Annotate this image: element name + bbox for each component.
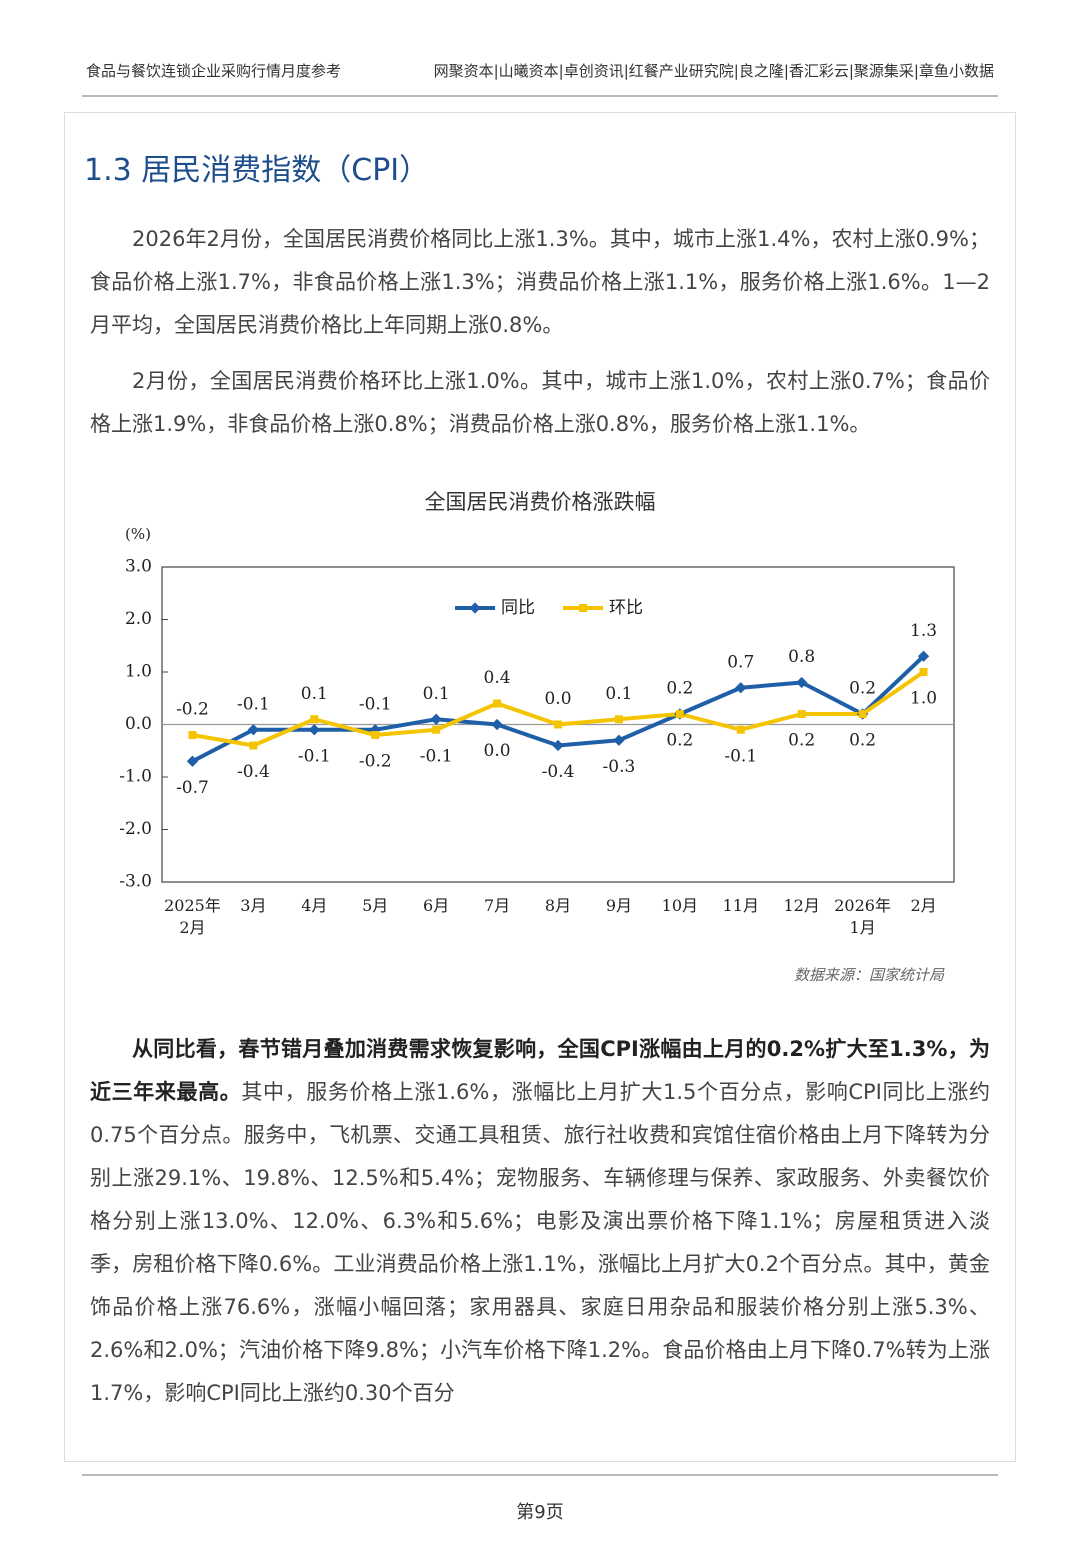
paragraph: 2月份，全国居民消费价格环比上涨1.0%。其中，城市上涨1.0%，农村上涨0.7… bbox=[90, 369, 990, 436]
point-marker bbox=[430, 713, 442, 725]
x-tick-label: 5月 bbox=[362, 896, 389, 915]
data-label: 0.2 bbox=[849, 731, 876, 751]
data-label: 1.3 bbox=[910, 621, 937, 641]
point-marker bbox=[858, 710, 867, 718]
y-tick-label: -3.0 bbox=[119, 872, 152, 892]
paragraph: 从同比看，春节错月叠加消费需求恢复影响，全国CPI涨幅由上月的0.2%扩大至1.… bbox=[90, 1028, 990, 1415]
data-label: 0.8 bbox=[788, 647, 815, 667]
section-title: 1.3 居民消费指数（CPI） bbox=[84, 153, 430, 188]
x-tick-label: 2026年 1月 bbox=[834, 896, 891, 937]
x-tick-label: 10月 bbox=[661, 896, 699, 915]
y-tick-label: 3.0 bbox=[125, 557, 152, 577]
point-marker bbox=[371, 731, 380, 739]
y-tick-label: 2.0 bbox=[125, 609, 152, 629]
x-tick-label: 7月 bbox=[483, 896, 511, 915]
point-marker bbox=[554, 720, 562, 729]
footer-rule bbox=[82, 1474, 998, 1476]
point-marker bbox=[432, 725, 441, 734]
data-label: 0.1 bbox=[423, 684, 450, 704]
data-label: 1.0 bbox=[910, 689, 937, 709]
y-tick-label: -2.0 bbox=[119, 819, 152, 839]
point-marker bbox=[188, 731, 197, 739]
chart-title: 全国居民消费价格涨跌幅 bbox=[425, 490, 656, 514]
y-axis-label: (%) bbox=[125, 525, 151, 543]
point-marker bbox=[736, 725, 745, 734]
data-label: 0.2 bbox=[849, 679, 876, 699]
data-label: -0.1 bbox=[724, 746, 757, 766]
data-label: -0.1 bbox=[359, 694, 392, 714]
y-tick-label: 0.0 bbox=[125, 714, 152, 734]
header-rule bbox=[82, 95, 998, 97]
x-tick-label: 4月 bbox=[301, 896, 328, 915]
point-marker bbox=[735, 682, 747, 694]
point-marker bbox=[310, 715, 319, 724]
point-marker bbox=[493, 699, 502, 708]
x-tick-label: 11月 bbox=[722, 896, 759, 915]
data-label: -0.1 bbox=[237, 694, 270, 714]
content-frame bbox=[64, 112, 1016, 1462]
point-marker bbox=[614, 715, 623, 724]
x-tick-label: 3月 bbox=[240, 896, 267, 915]
data-label: 0.0 bbox=[544, 689, 571, 709]
legend-label: 环比 bbox=[609, 598, 643, 618]
data-label: 0.4 bbox=[484, 668, 511, 688]
chart-container: 全国居民消费价格涨跌幅 (%) 3.0 2.0 1.0 0.0 -1.0 -2.0 -3.0… bbox=[0, 470, 1080, 1000]
data-label: 0.2 bbox=[666, 731, 693, 751]
legend-label: 同比 bbox=[501, 598, 535, 618]
point-marker bbox=[552, 739, 564, 752]
x-tick-label: 6月 bbox=[423, 896, 450, 915]
data-label: -0.7 bbox=[176, 778, 209, 798]
point-marker bbox=[186, 755, 199, 767]
point-marker bbox=[675, 710, 684, 718]
y-tick-label: 1.0 bbox=[125, 662, 152, 682]
data-label: -0.2 bbox=[359, 752, 392, 772]
x-tick-label: 8月 bbox=[544, 896, 572, 915]
point-marker bbox=[613, 734, 625, 746]
legend-marker bbox=[579, 604, 587, 612]
x-tick-label: 12月 bbox=[783, 896, 820, 915]
data-label: 0.2 bbox=[788, 731, 815, 751]
data-label: -0.3 bbox=[603, 757, 636, 777]
point-marker bbox=[308, 724, 320, 736]
data-label: 0.2 bbox=[666, 679, 693, 699]
point-marker bbox=[797, 710, 806, 718]
x-tick-label: 2025年 2月 bbox=[164, 896, 221, 937]
point-marker bbox=[917, 650, 930, 662]
data-label: -0.1 bbox=[298, 746, 331, 766]
data-label: 0.0 bbox=[484, 741, 511, 761]
source: 数据来源：国家统计局 bbox=[793, 966, 944, 984]
header-left: 食品与餐饮连锁企业采购行情月度参考 bbox=[86, 62, 342, 80]
data-label: 0.1 bbox=[301, 684, 328, 704]
paragraph-text: 其中，服务价格上涨1.6%，涨幅比上月扩大1.5个百分点，影响CPI同比上涨约0… bbox=[90, 1080, 991, 1405]
data-label: 0.7 bbox=[727, 652, 754, 672]
data-label: -0.4 bbox=[542, 762, 575, 782]
point-marker bbox=[491, 718, 503, 731]
header-right: 网聚资本|山曦资本|卓创资讯|红餐产业研究院|良之隆|香汇彩云|聚源集采|章鱼小… bbox=[433, 62, 994, 80]
data-label: -0.1 bbox=[420, 746, 453, 766]
chart: 全国居民消费价格涨跌幅 (%) 3.0 2.0 1.0 0.0 -1.0 -2.0 -3.0… bbox=[119, 490, 955, 892]
data-label: -0.4 bbox=[237, 762, 270, 782]
x-tick-label: 2月 bbox=[910, 896, 937, 915]
point-marker bbox=[247, 724, 260, 736]
paragraph-bold: 从同比看，春节错月叠加消费需求恢复影响，全国CPI涨幅由上月的0.2%扩大至1.… bbox=[90, 1037, 990, 1104]
y-tick-label: -1.0 bbox=[119, 767, 152, 787]
x-tick-label: 9月 bbox=[605, 896, 633, 915]
paragraph: 2026年2月份，全国居民消费价格同比上涨1.3%。其中，城市上涨1.4%，农村… bbox=[90, 227, 990, 337]
legend-marker bbox=[469, 602, 481, 614]
point-marker bbox=[249, 741, 258, 750]
data-label: 0.1 bbox=[605, 684, 632, 704]
data-label: -0.2 bbox=[176, 700, 209, 720]
page-number: 第9页 bbox=[516, 1502, 564, 1523]
point-marker bbox=[919, 668, 928, 676]
point-marker bbox=[796, 676, 808, 689]
